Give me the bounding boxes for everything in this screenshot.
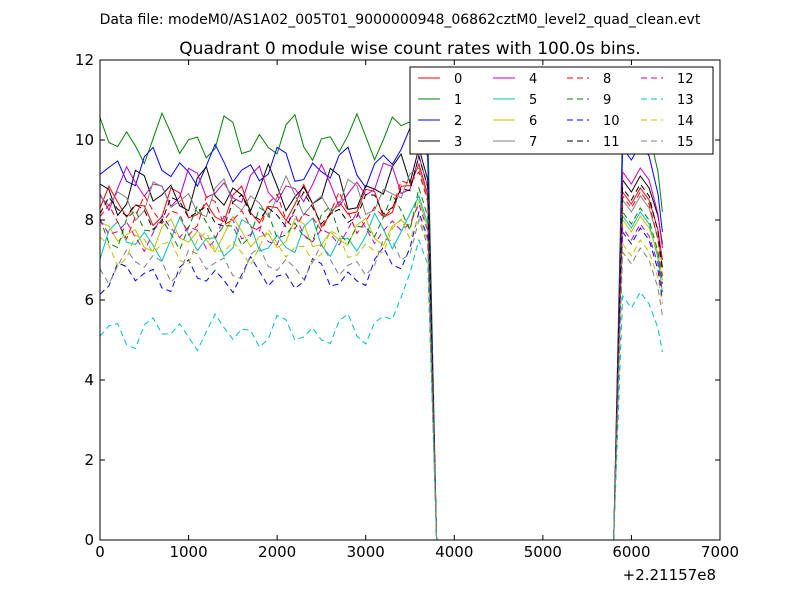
x-offset-label: +2.21157e8 bbox=[623, 566, 716, 584]
series-line-15 bbox=[99, 218, 663, 541]
y-tick-label: 2 bbox=[84, 451, 94, 469]
legend-label-0: 0 bbox=[454, 72, 462, 87]
legend-label-7: 7 bbox=[529, 135, 537, 150]
y-tick-label: 10 bbox=[75, 131, 94, 149]
legend-label-13: 13 bbox=[677, 93, 694, 108]
legend-label-11: 11 bbox=[603, 135, 620, 150]
series-line-13 bbox=[99, 238, 663, 541]
x-tick-label: 6000 bbox=[612, 543, 650, 561]
x-tick-label: 1000 bbox=[169, 543, 207, 561]
x-tick-label: 0 bbox=[95, 543, 105, 561]
chart-title: Quadrant 0 module wise count rates with … bbox=[179, 39, 640, 59]
legend-label-6: 6 bbox=[529, 114, 537, 129]
legend-label-8: 8 bbox=[603, 72, 611, 87]
x-tick-label: 7000 bbox=[701, 543, 739, 561]
series-line-11 bbox=[99, 154, 663, 541]
x-tick-label: 4000 bbox=[435, 543, 473, 561]
legend-label-4: 4 bbox=[529, 72, 537, 87]
legend-label-2: 2 bbox=[454, 114, 462, 129]
x-tick-label: 2000 bbox=[258, 543, 296, 561]
legend-label-15: 15 bbox=[677, 135, 694, 150]
legend-label-10: 10 bbox=[603, 114, 620, 129]
y-tick-label: 4 bbox=[84, 371, 94, 389]
legend-label-12: 12 bbox=[677, 72, 694, 87]
legend-label-9: 9 bbox=[603, 93, 611, 108]
suptitle: Data file: modeM0/AS1A02_005T01_90000009… bbox=[100, 12, 701, 28]
legend-label-5: 5 bbox=[529, 93, 537, 108]
y-tick-label: 12 bbox=[75, 51, 94, 69]
legend-label-3: 3 bbox=[454, 135, 462, 150]
x-axis-ticks: 0 1000 2000 3000 4000 5000 6000 7000 bbox=[95, 60, 739, 561]
series-line-14 bbox=[99, 214, 663, 541]
x-tick-label: 3000 bbox=[347, 543, 385, 561]
legend-frame bbox=[409, 66, 714, 155]
legend-label-1: 1 bbox=[454, 93, 462, 108]
y-tick-label: 6 bbox=[84, 291, 94, 309]
y-tick-label: 0 bbox=[84, 531, 94, 549]
x-tick-label: 5000 bbox=[524, 543, 562, 561]
legend-label-14: 14 bbox=[677, 114, 694, 129]
y-tick-label: 8 bbox=[84, 211, 94, 229]
series-lines bbox=[99, 87, 663, 541]
